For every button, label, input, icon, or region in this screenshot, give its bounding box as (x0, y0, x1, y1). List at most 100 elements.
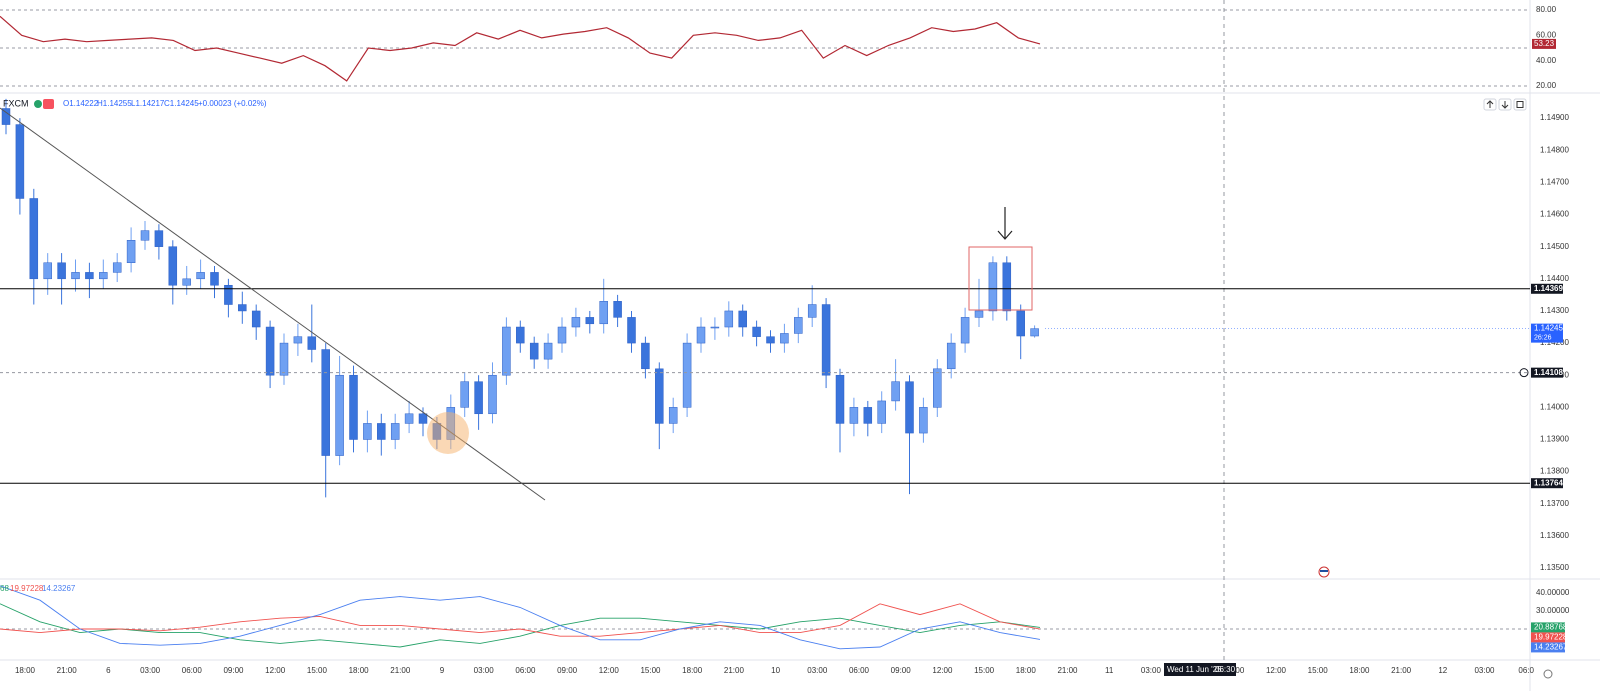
candle-body (293, 336, 303, 344)
candle-body (57, 262, 66, 280)
alert-icon (1519, 368, 1529, 378)
dmi-line (0, 603, 1041, 637)
time-tick-label: 9 (440, 666, 445, 675)
indicator-badge[interactable] (43, 99, 54, 109)
candle-body (933, 368, 942, 408)
candle-body (71, 272, 80, 280)
candle-body (238, 304, 247, 312)
time-tick-label: 06:00 (182, 666, 203, 675)
time-tick-label: 15:00 (307, 666, 328, 675)
candle-body (279, 342, 289, 376)
candle-body (196, 272, 205, 280)
highlight-circle[interactable] (427, 412, 469, 454)
candle-body (821, 304, 831, 376)
price-tick-label: 1.13900 (1540, 435, 1569, 444)
time-tick-label: 21:00 (390, 666, 411, 675)
candle-body (210, 272, 219, 286)
candle-body (1, 108, 11, 125)
dmi-line (0, 603, 1041, 648)
rsi-last-label: 53.23 (1534, 39, 1555, 48)
candle-body (807, 304, 817, 318)
dmi-tick-label: 40.00000 (1536, 588, 1570, 597)
price-tick-label: 1.13600 (1540, 531, 1569, 540)
time-tick-label: 12:00 (932, 666, 953, 675)
candle-body (418, 413, 428, 424)
candle-body (224, 284, 233, 305)
candle-body (1002, 262, 1012, 312)
candle-body (140, 230, 150, 241)
alert-label: 1.14108 (1534, 368, 1563, 377)
time-tick-label: 18:00 (15, 666, 36, 675)
time-tick-label: 12 (1438, 666, 1447, 675)
candle-body (529, 342, 539, 360)
time-tick-label: 15:00 (640, 666, 661, 675)
candle-body (404, 413, 414, 424)
time-tick-label: 15:00 (974, 666, 995, 675)
plot-layer: 80.00 60.00 40.00 20.00 53.23 1.14900 1.14800 1… (0, 5, 1570, 675)
candle-body (863, 407, 873, 424)
level-label-box (1531, 478, 1563, 489)
last-price-box (1531, 323, 1563, 343)
dmi-last-box (1531, 622, 1565, 633)
crosshair-time-box (1164, 663, 1236, 676)
candle-body (474, 381, 483, 415)
candle-body (502, 326, 511, 376)
time-tick-label: 18:00 (1349, 666, 1370, 675)
candle-body (516, 326, 525, 344)
time-tick-label: 03:00 (1141, 666, 1162, 675)
candle-body (724, 310, 734, 328)
dmi-last-box (1531, 632, 1565, 643)
candle-body (543, 342, 553, 360)
price-tick-label: 1.14300 (1540, 306, 1569, 315)
candle-body (307, 336, 317, 350)
event-flag-stripe (1320, 570, 1328, 572)
ohlc-close: C1.14245 (164, 99, 199, 108)
ohlc-high: H1.14255 (97, 99, 132, 108)
drawings (0, 98, 1527, 578)
candle-body (377, 423, 386, 440)
level-label: 1.14369 (1534, 284, 1563, 293)
level-label-box (1531, 283, 1563, 294)
dmi-last-label: 19.97228 (1534, 633, 1568, 642)
price-tick-label: 1.14700 (1540, 178, 1569, 187)
candle-body (488, 374, 497, 415)
candle-body (460, 381, 469, 408)
candle-body (599, 301, 608, 325)
candle-body (571, 317, 581, 328)
time-tick-label: 21:00 (724, 666, 745, 675)
candle-body (1030, 328, 1039, 337)
status-dot (34, 100, 42, 108)
time-tick-label: 21:00 (1391, 666, 1412, 675)
candle-body (99, 272, 108, 280)
alert-label-box (1531, 367, 1563, 378)
candle-body (974, 310, 984, 318)
highlight-box[interactable] (968, 246, 1033, 311)
time-tick-label: 15:00 (1308, 666, 1329, 675)
rsi-tick-label: 40.00 (1536, 56, 1557, 65)
maximize-button[interactable] (1513, 98, 1527, 111)
candle-body (891, 381, 900, 402)
crosshair-date: Wed 11 Jun '25 (1167, 665, 1222, 674)
price-tick-label: 1.14200 (1540, 338, 1569, 347)
ohlc-open: O1.14222 (63, 99, 99, 108)
price-tick-label: 1.13500 (1540, 563, 1569, 572)
candle-body (390, 423, 400, 440)
rsi-tick-label: 60.00 (1536, 30, 1557, 39)
time-tick-label: 12:00 (599, 666, 620, 675)
time-tick-label: 03:00 (140, 666, 161, 675)
down-icon (1501, 101, 1509, 109)
candle-body (1016, 310, 1025, 337)
candle-body (613, 301, 622, 318)
candle-body (696, 326, 706, 344)
price-tick-label: 1.14800 (1540, 145, 1569, 154)
rsi-last-box (1532, 38, 1556, 49)
time-tick-label: 21:00 (57, 666, 78, 675)
rsi-line (0, 15, 1041, 82)
candle-body (126, 240, 136, 263)
candle-body (849, 407, 859, 424)
last-price-label: 1.14245 (1534, 324, 1563, 333)
time-tick-label: 09:00 (223, 666, 244, 675)
time-tick-label: 12:00 (1266, 666, 1287, 675)
settings-icon[interactable] (1543, 669, 1553, 679)
